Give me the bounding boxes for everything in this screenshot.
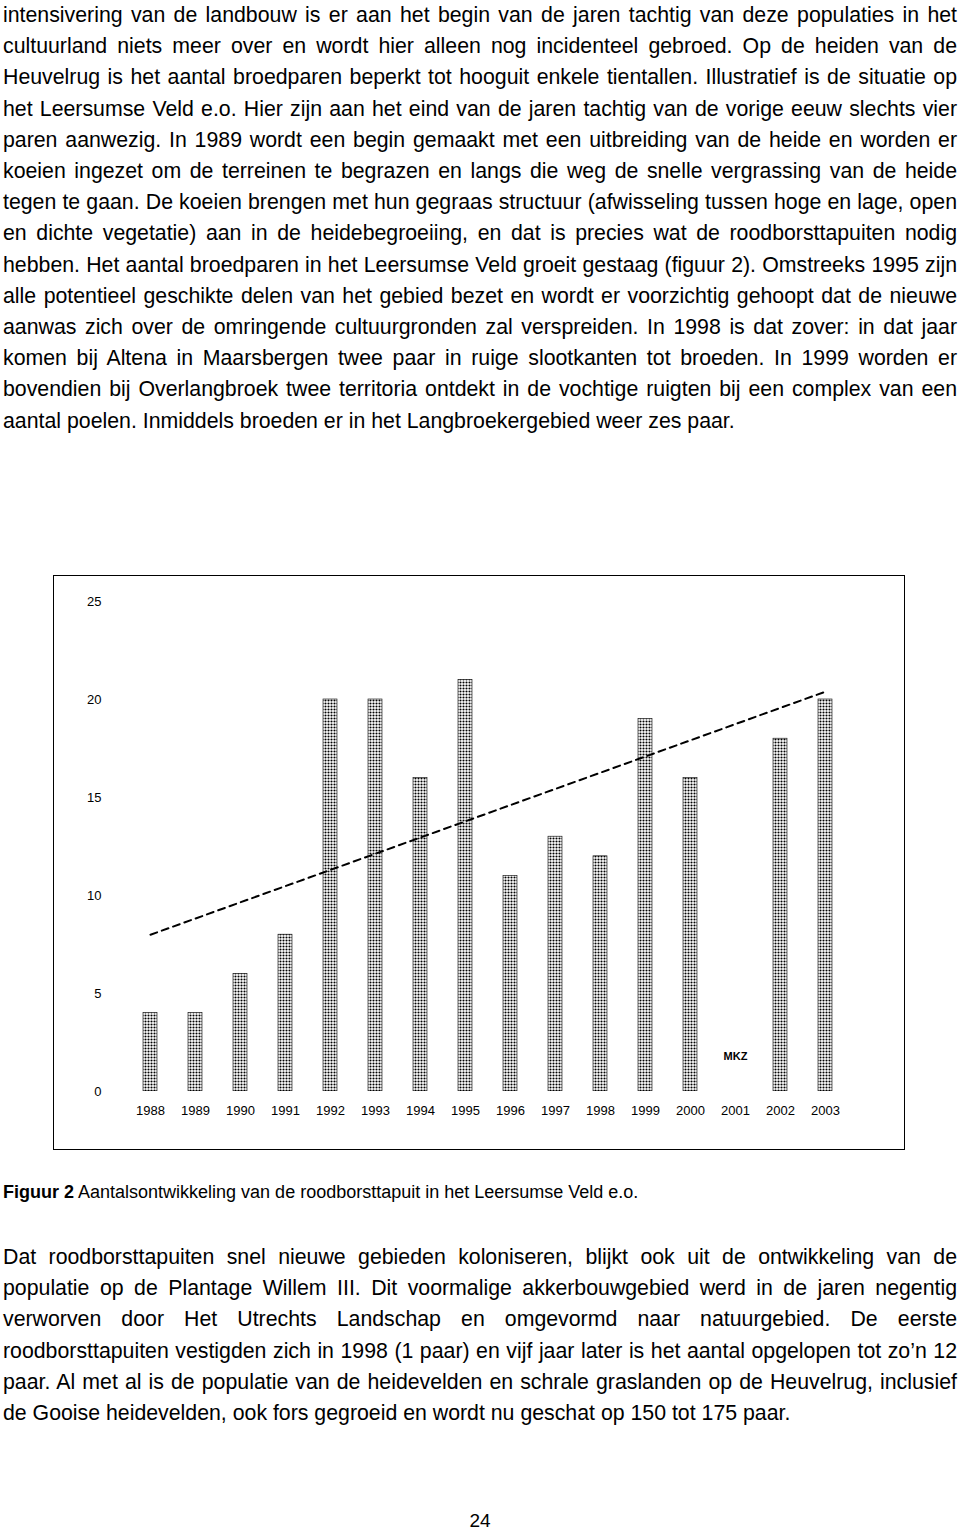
svg-text:10: 10 xyxy=(87,888,101,903)
svg-text:2003: 2003 xyxy=(811,1103,840,1118)
svg-text:MKZ: MKZ xyxy=(724,1050,748,1062)
svg-text:1988: 1988 xyxy=(136,1103,165,1118)
svg-text:2001: 2001 xyxy=(721,1103,750,1118)
html-text:intensivering van de landbouw: intensivering van de landbouw is er aan … xyxy=(3,3,957,433)
svg-text:1994: 1994 xyxy=(406,1103,435,1118)
svg-text:2000: 2000 xyxy=(676,1103,705,1118)
html-text:24: 24 xyxy=(469,1510,491,1531)
html-text:Dat roodborsttapuiten snel nie: Dat roodborsttapuiten snel nieuwe gebied… xyxy=(3,1245,957,1425)
svg-text:1993: 1993 xyxy=(361,1103,390,1118)
svg-text:2002: 2002 xyxy=(766,1103,795,1118)
svg-text:1989: 1989 xyxy=(181,1103,210,1118)
svg-text:1996: 1996 xyxy=(496,1103,525,1118)
svg-text:1992: 1992 xyxy=(316,1103,345,1118)
svg-text:15: 15 xyxy=(87,790,101,805)
svg-text:0: 0 xyxy=(94,1084,101,1099)
svg-text:1998: 1998 xyxy=(586,1103,615,1118)
svg-text:1991: 1991 xyxy=(271,1103,300,1118)
svg-text:1997: 1997 xyxy=(541,1103,570,1118)
svg-text:20: 20 xyxy=(87,692,101,707)
svg-text:5: 5 xyxy=(94,986,101,1001)
html-text:Figuur 2 Aantalsontwikkeling v: Figuur 2 Aantalsontwikkeling van de rood… xyxy=(3,1182,639,1202)
svg-text:1999: 1999 xyxy=(631,1103,660,1118)
svg-text:25: 25 xyxy=(87,594,101,609)
svg-text:1990: 1990 xyxy=(226,1103,255,1118)
svg-text:1995: 1995 xyxy=(451,1103,480,1118)
